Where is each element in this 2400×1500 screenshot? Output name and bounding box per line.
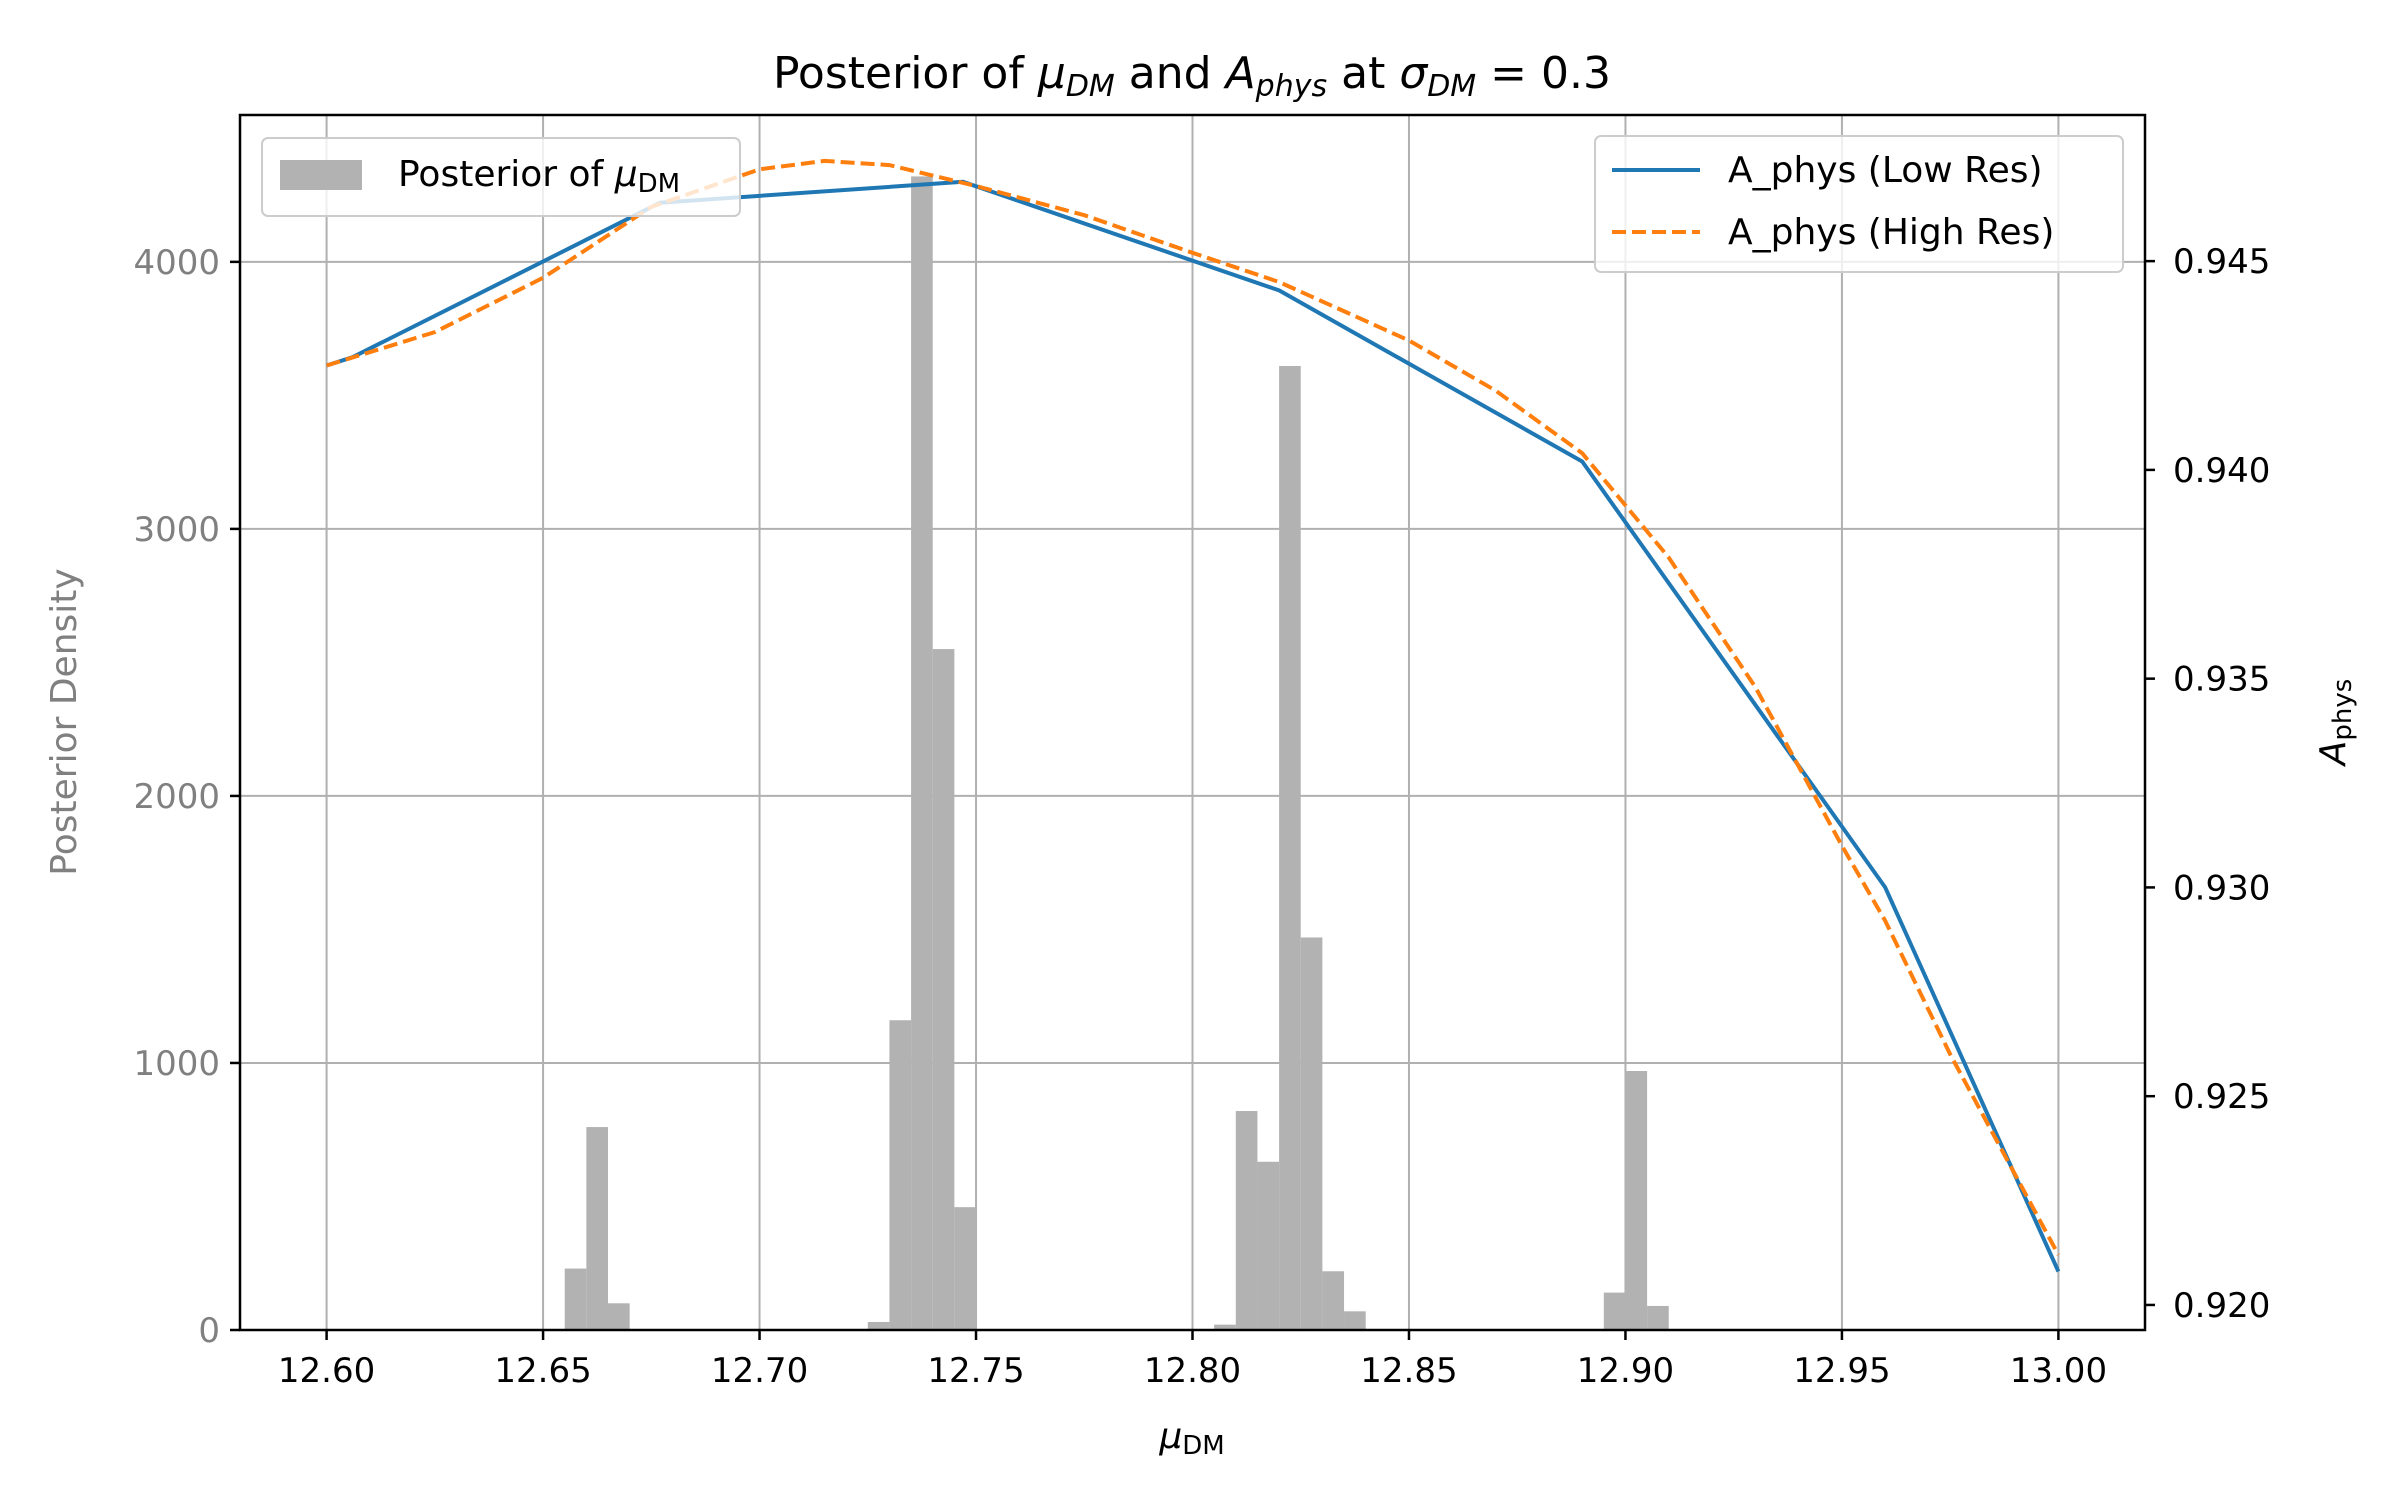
x-axis-ticks: 12.60 12.65 12.70 12.75 12.80 12.85 12.90 12.95… [278,1330,2107,1391]
x-tick-label: 12.65 [494,1351,591,1391]
left-y-tick-label: 0 [198,1311,220,1351]
x-tick-label: 12.80 [1144,1351,1241,1391]
x-tick-label: 12.70 [711,1351,808,1391]
histogram-legend-box [261,137,741,217]
left-y-axis-label: Posterior Density [44,568,85,875]
left-y-axis-ticks: 0 1000 2000 3000 4000 [133,243,240,1351]
x-tick-label: 12.90 [1577,1351,1674,1391]
histogram-bar [1322,1271,1345,1330]
x-tick-label: 12.75 [927,1351,1024,1391]
histogram-bar [932,649,955,1330]
histogram-bar [564,1268,587,1330]
histogram-legend: Posterior of μDM [261,137,741,217]
histogram-bar [1647,1305,1669,1330]
histogram-legend-label: Posterior of μDM [398,154,680,199]
chart-title: Posterior of μDM and Aphys at σDM = 0.3 [773,48,1611,104]
x-tick-label: 13.00 [2010,1351,2107,1391]
x-axis-label: μDM [1158,1416,1224,1461]
left-y-tick-label: 3000 [133,510,220,550]
series-line-0 [325,179,2061,1273]
left-y-tick-label: 1000 [133,1044,220,1084]
histogram-bar [608,1303,630,1330]
histogram-bar [1603,1292,1626,1330]
right-y-axis-label: Aphys [2313,679,2358,768]
right-y-tick-label: 0.920 [2173,1286,2270,1326]
right-y-tick-label: 0.935 [2173,660,2270,700]
histogram-bar [1625,1070,1648,1330]
left-y-tick-label: 4000 [133,243,220,283]
histogram-bar [1214,1324,1236,1330]
histogram-bar [1344,1311,1366,1330]
histogram-bars [564,176,1669,1330]
series-legend-box [1594,135,2124,273]
right-y-tick-label: 0.925 [2173,1077,2270,1117]
histogram-bar [1300,937,1323,1330]
legend-label-low-res: A_phys (Low Res) [1728,150,2043,191]
right-y-tick-label: 0.940 [2173,451,2270,491]
histogram-bar [954,1207,977,1330]
x-tick-label: 12.60 [278,1351,375,1391]
histogram-bar [1257,1161,1280,1330]
series-legend: A_phys (Low Res) A_phys (High Res) [1594,135,2124,273]
right-y-tick-label: 0.930 [2173,868,2270,908]
histogram-bar [586,1127,609,1330]
right-y-axis-ticks: 0.920 0.925 0.930 0.935 0.940 0.945 [2145,242,2270,1326]
histogram-bar [867,1321,890,1330]
histogram-bar [889,1020,912,1330]
histogram-bar [1235,1111,1258,1330]
histogram-bar [911,176,933,1330]
legend-label-high-res: A_phys (High Res) [1728,212,2054,253]
histogram-bar [1279,366,1301,1330]
x-tick-label: 12.85 [1360,1351,1457,1391]
right-y-tick-label: 0.945 [2173,242,2270,282]
x-tick-label: 12.95 [1793,1351,1890,1391]
left-y-tick-label: 2000 [133,777,220,817]
histogram-legend-swatch [280,160,362,190]
